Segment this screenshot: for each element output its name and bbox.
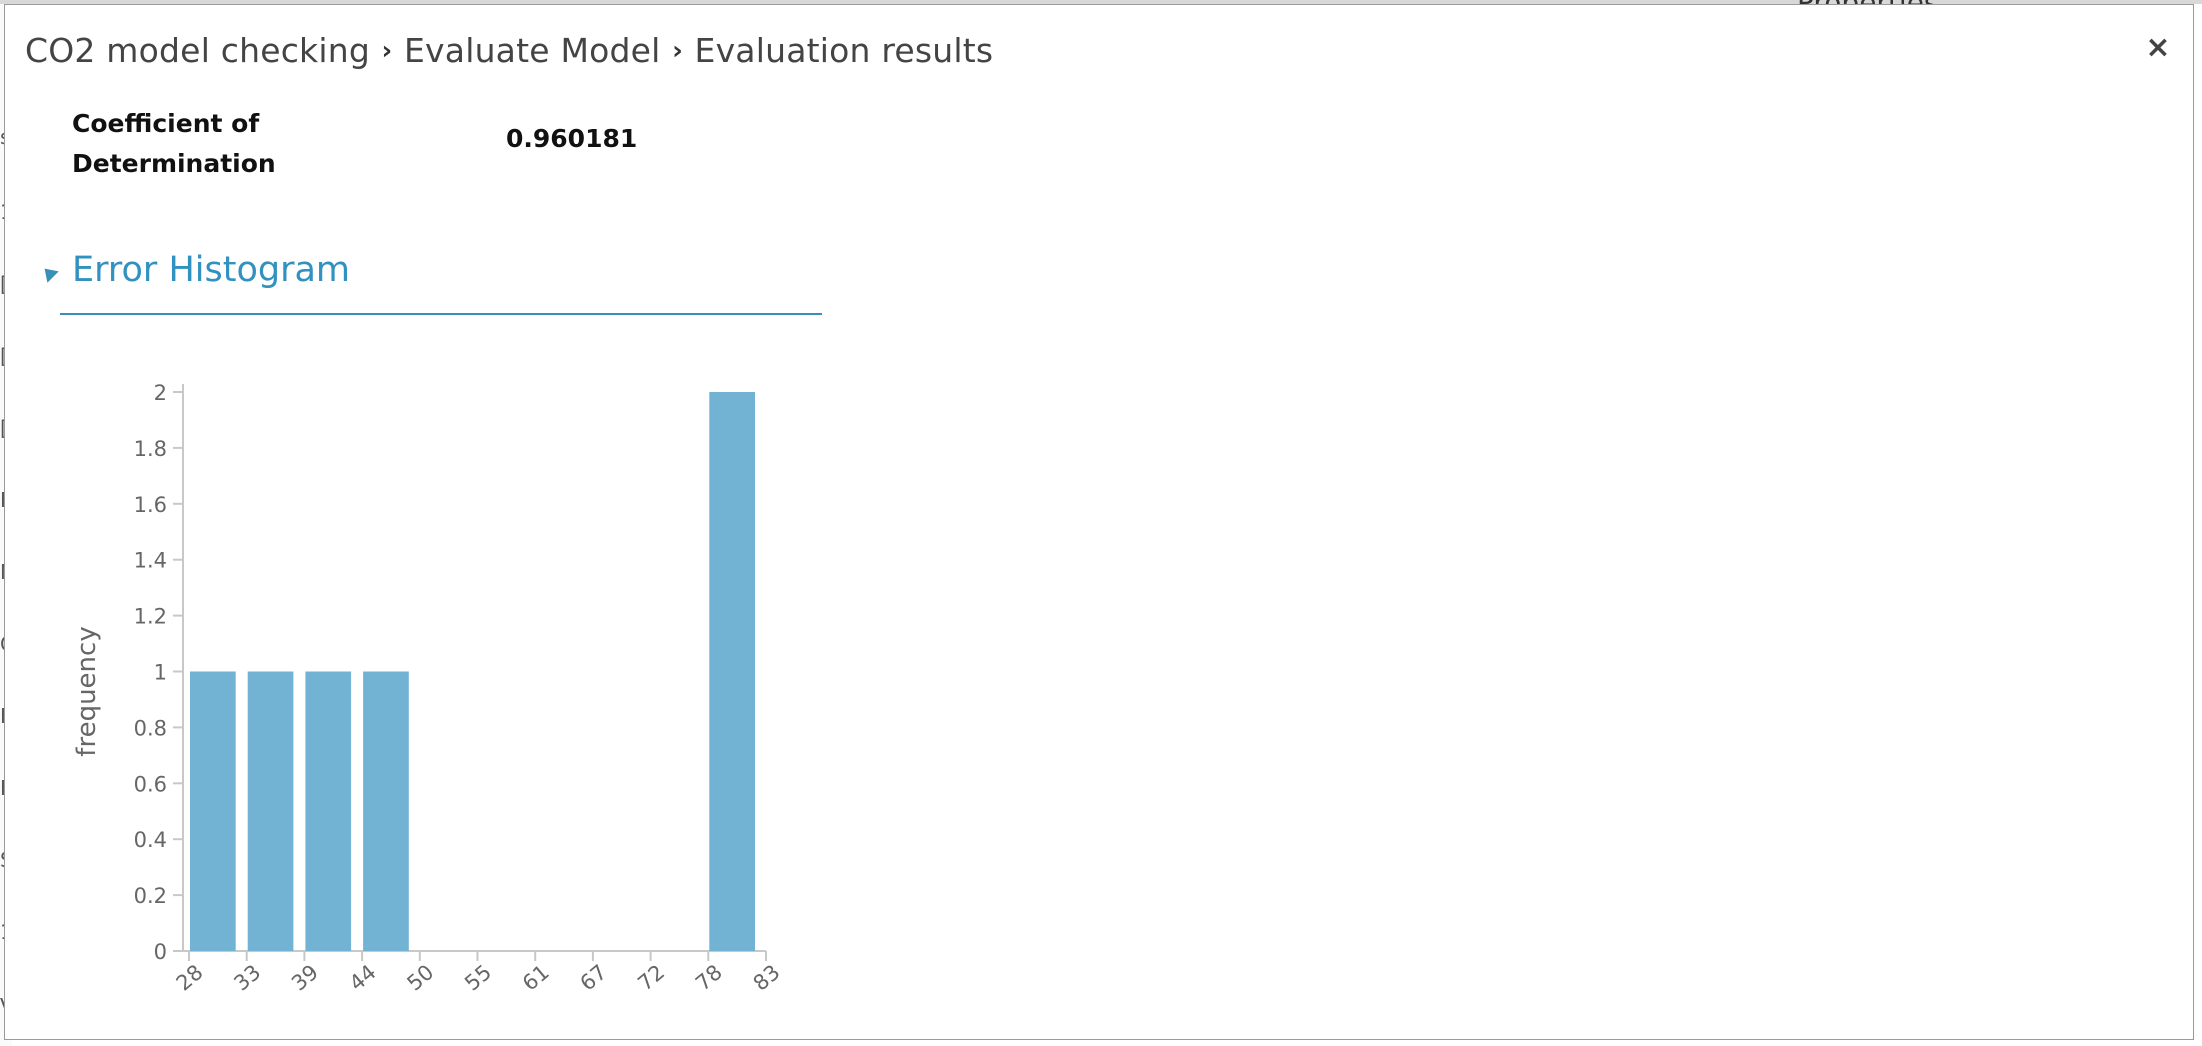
background-edge-letter: [ (0, 272, 8, 296)
metric-label: Coefficient of Determination (72, 109, 276, 178)
background-edge-letter: [ (0, 344, 8, 368)
chevron-right-icon: › (672, 35, 683, 66)
close-button[interactable]: × (2145, 30, 2171, 65)
background-edge-letter: [ (0, 416, 8, 440)
section-title: Error Histogram (72, 250, 351, 290)
breadcrumb-item-experiment[interactable]: CO2 model checking (25, 31, 370, 70)
collapse-triangle-icon (38, 262, 59, 283)
breadcrumb-item-module[interactable]: Evaluate Model (404, 31, 661, 70)
evaluation-results-dialog: CO2 model checking › Evaluate Model › Ev… (4, 4, 2194, 1040)
chevron-right-icon: › (381, 35, 393, 66)
error-histogram-toggle[interactable]: Error Histogram (38, 250, 350, 290)
breadcrumb-item-current: Evaluation results (694, 31, 994, 70)
background-app-top (0, 0, 2202, 4)
breadcrumb: CO2 model checking › Evaluate Model › Ev… (25, 31, 993, 70)
section-divider (60, 313, 822, 315)
metric-value: 0.960181 (506, 124, 638, 153)
